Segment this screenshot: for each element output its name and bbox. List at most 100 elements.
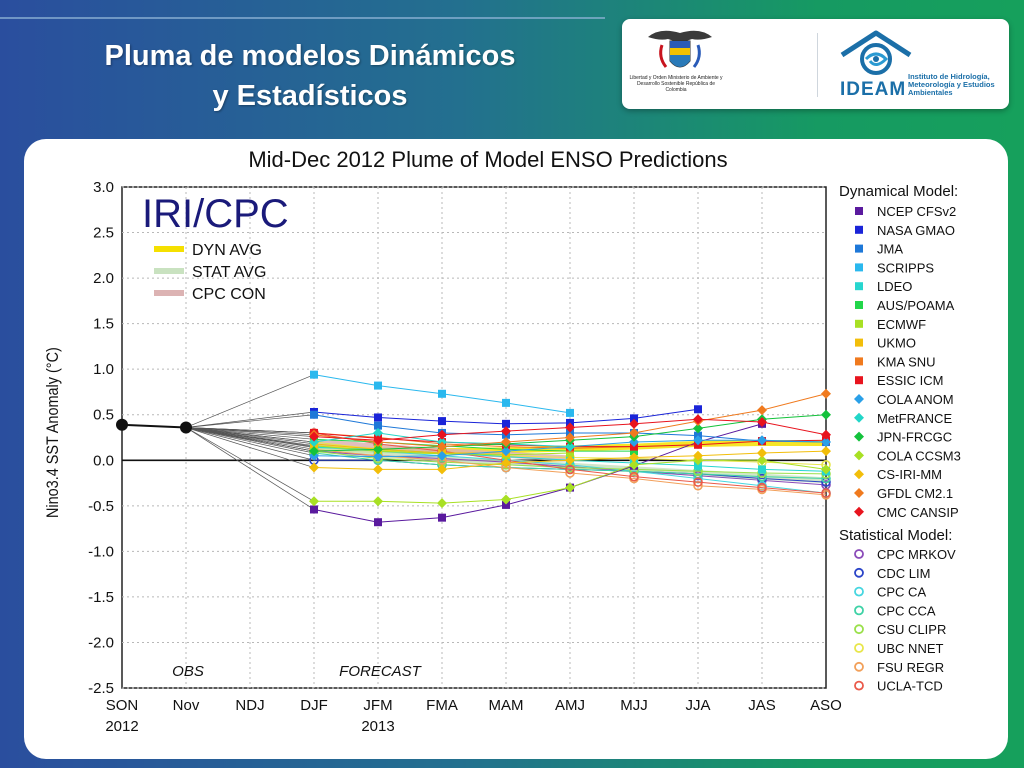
point-diamond xyxy=(693,450,703,461)
series-line xyxy=(313,450,827,475)
legend-square xyxy=(855,301,863,309)
point-square xyxy=(374,413,382,422)
legend-label: CSU CLIPR xyxy=(877,622,946,637)
legend-label: CMC CANSIP xyxy=(877,505,959,520)
obs-label: OBS xyxy=(172,663,204,680)
connector-line xyxy=(185,427,315,502)
legend-diamond xyxy=(854,394,864,404)
legend-square xyxy=(855,282,863,291)
legend-circle xyxy=(854,624,864,635)
connector-line xyxy=(185,374,315,428)
point-diamond xyxy=(501,426,511,437)
legend-circle xyxy=(854,680,864,691)
connector-line xyxy=(185,427,315,440)
legend-square xyxy=(855,244,863,253)
legend-circle xyxy=(854,643,864,653)
point-diamond xyxy=(501,437,511,448)
legend-label: CPC MRKOV xyxy=(877,547,956,562)
connector-line xyxy=(185,427,315,461)
legend-label: NCEP CFSv2 xyxy=(877,204,956,219)
legend-circle xyxy=(854,605,864,616)
legend-label: MetFRANCE xyxy=(877,411,952,426)
point-square xyxy=(502,398,510,407)
connector-line xyxy=(185,427,315,468)
y-tick-label: -2.0 xyxy=(88,634,114,651)
point-diamond xyxy=(821,446,831,457)
point-diamond xyxy=(565,441,575,452)
point-diamond xyxy=(373,496,383,507)
legend-diamond xyxy=(854,488,864,498)
point-diamond xyxy=(437,450,447,461)
point-diamond xyxy=(373,464,383,475)
y-tick-label: -1.5 xyxy=(88,589,114,606)
point-diamond xyxy=(629,452,639,463)
x-tick-label: JJA xyxy=(685,697,710,714)
seal-caption: Libertad y Orden Ministerio de Ambiente … xyxy=(629,75,723,93)
year-label: 2013 xyxy=(361,718,394,735)
obs-point xyxy=(116,418,128,431)
legend-diamond xyxy=(854,450,864,461)
point-diamond xyxy=(309,446,319,457)
legend-diamond xyxy=(854,412,864,423)
ideam-description: Instituto de Hidrología, Meteorología y … xyxy=(908,72,995,97)
y-tick-label: 1.5 xyxy=(93,316,114,333)
legend-square xyxy=(855,263,863,272)
legend-label: CDC LIM xyxy=(877,566,930,581)
legend-label: KMA SNU xyxy=(877,354,936,369)
legend-label: CS-IRI-MM xyxy=(877,467,942,482)
point-square xyxy=(502,419,510,428)
legend-square xyxy=(855,319,863,328)
legend-diamond xyxy=(854,506,864,517)
point-square xyxy=(374,381,382,390)
point-square xyxy=(438,513,446,522)
point-circle xyxy=(565,464,575,475)
point-diamond xyxy=(309,431,319,442)
legend-label: CPC CCA xyxy=(877,603,936,618)
x-tick-label: Nov xyxy=(173,697,200,714)
chart-title: Mid-Dec 2012 Plume of Model ENSO Predict… xyxy=(248,147,727,172)
point-square xyxy=(374,518,382,527)
point-diamond xyxy=(437,464,447,475)
avg-legend-label: CPC CON xyxy=(192,286,266,303)
point-diamond xyxy=(693,414,703,425)
point-square xyxy=(310,505,318,514)
x-tick-label: NDJ xyxy=(235,697,264,714)
point-diamond xyxy=(373,451,383,462)
logo-banner: Libertad y Orden Ministerio de Ambiente … xyxy=(622,19,1009,109)
legend-square xyxy=(855,338,863,347)
point-diamond xyxy=(757,455,767,466)
statistical-legend-header: Statistical Model: xyxy=(839,527,952,544)
series-line xyxy=(313,423,763,523)
point-diamond xyxy=(629,459,639,470)
point-diamond xyxy=(757,447,767,458)
y-tick-label: -1.0 xyxy=(88,543,114,560)
point-diamond xyxy=(821,409,831,420)
ideam-wordmark: IDEAM xyxy=(840,79,907,100)
point-diamond xyxy=(309,462,319,473)
x-tick-label: ASO xyxy=(810,697,842,714)
year-label: 2012 xyxy=(105,718,138,735)
header-rule xyxy=(0,17,605,19)
point-square xyxy=(502,500,510,509)
y-axis-label: Nino3.4 SST Anomaly (°C) xyxy=(44,347,62,518)
point-square xyxy=(566,448,574,457)
legend-label: JMA xyxy=(877,242,903,257)
series-line xyxy=(313,438,634,452)
legend-label: LDEO xyxy=(877,279,912,294)
point-diamond xyxy=(565,455,575,466)
legend-label: CPC CA xyxy=(877,585,926,600)
point-diamond xyxy=(821,388,831,399)
series-line xyxy=(313,432,827,494)
x-tick-label: SON xyxy=(106,697,139,714)
legend-square xyxy=(855,357,863,366)
colombia-seal-icon xyxy=(648,30,712,68)
connector-line xyxy=(185,427,315,457)
legend-diamond xyxy=(854,469,864,480)
point-square xyxy=(438,389,446,398)
point-square xyxy=(630,414,638,423)
legend-square xyxy=(855,225,863,234)
legend-diamond xyxy=(854,431,864,442)
slide-title-line1: Pluma de modelos Dinámicos xyxy=(104,40,516,72)
point-diamond xyxy=(309,437,319,448)
point-circle xyxy=(757,482,767,493)
